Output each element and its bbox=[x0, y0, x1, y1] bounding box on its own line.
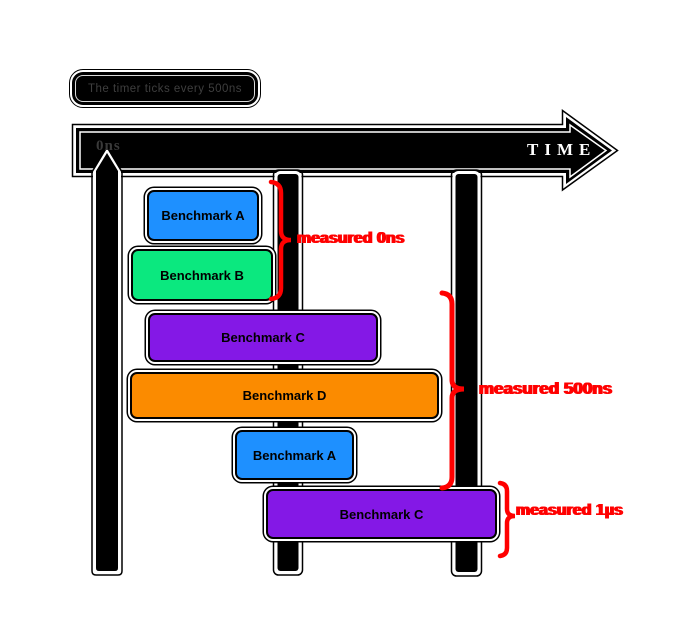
benchmark-box-a-second: Benchmark A bbox=[235, 430, 354, 480]
benchmark-box-d: Benchmark D bbox=[130, 372, 439, 419]
time-arrow-body bbox=[76, 117, 612, 184]
axis-time-label: TIME bbox=[527, 140, 597, 159]
time-arrow-outer-outline bbox=[71, 109, 619, 192]
benchmark-box-a-first: Benchmark A bbox=[147, 190, 259, 241]
title-text: The timer ticks every 500ns bbox=[87, 82, 243, 95]
benchmark-box-c-first: Benchmark C bbox=[148, 313, 378, 362]
title-box-inner-outline bbox=[75, 75, 255, 102]
tick-bar-1 bbox=[91, 145, 123, 576]
benchmark-label: Benchmark C bbox=[221, 330, 305, 345]
title-box: The timer ticks every 500ns bbox=[69, 69, 261, 108]
axis-origin-label: 0ns bbox=[96, 138, 121, 154]
time-arrow-inner-outline bbox=[79, 123, 608, 179]
benchmark-label: Benchmark B bbox=[160, 267, 244, 283]
benchmark-box-b: Benchmark B bbox=[131, 249, 273, 301]
measured-0ns-label: measured 0ns bbox=[296, 230, 404, 247]
benchmark-label: Benchmark D bbox=[242, 388, 327, 403]
time-arrow bbox=[71, 109, 619, 192]
benchmark-label: Benchmark C bbox=[339, 506, 424, 522]
benchmark-box-c-second: Benchmark C bbox=[266, 489, 497, 539]
benchmark-label: Benchmark A bbox=[252, 447, 337, 463]
measured-500ns-label: measured 500ns bbox=[478, 379, 612, 398]
benchmark-label: Benchmark A bbox=[161, 208, 245, 223]
measured-1us-label: measured 1µs bbox=[515, 502, 623, 519]
